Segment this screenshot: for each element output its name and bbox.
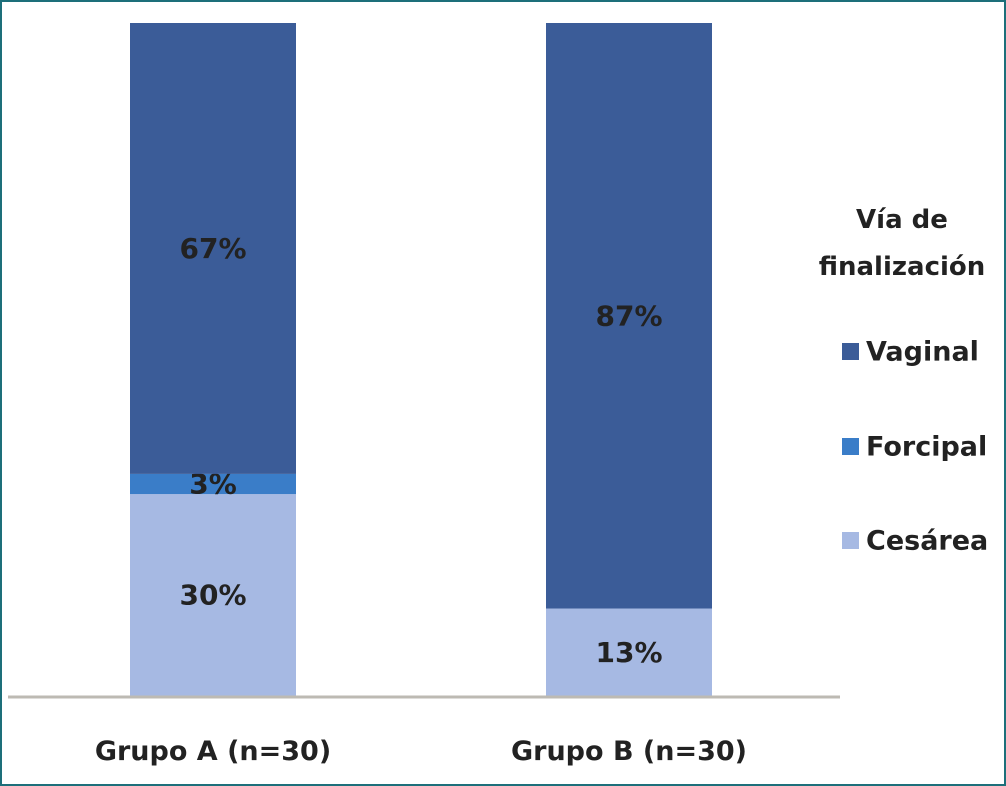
x-tick-label: Grupo B (n=30) bbox=[511, 736, 747, 767]
bar-segment-vaginal-0 bbox=[130, 23, 296, 474]
legend: Vía de finalización Vaginal Forcipal Cesárea bbox=[819, 205, 989, 557]
legend-swatch bbox=[842, 438, 859, 455]
legend-entry-label: Forcipal bbox=[866, 432, 987, 463]
bar-segment-forcipal-0 bbox=[130, 473, 296, 495]
legend-entry-label: Vaginal bbox=[866, 337, 979, 368]
data-label: 67% bbox=[179, 232, 246, 265]
legend-entry-label: Cesárea bbox=[866, 526, 988, 557]
category-labels: Grupo A (n=30) Grupo B (n=30) bbox=[95, 736, 747, 767]
data-label: 13% bbox=[595, 636, 662, 669]
legend-title: Vía de bbox=[856, 205, 948, 235]
data-label: 30% bbox=[179, 579, 246, 612]
bar-segment-vaginal-1 bbox=[546, 23, 712, 609]
x-tick-label: Grupo A (n=30) bbox=[95, 736, 331, 767]
legend-swatch bbox=[842, 343, 859, 360]
data-label: 87% bbox=[595, 299, 662, 332]
legend-title: finalización bbox=[819, 252, 986, 282]
legend-swatch bbox=[842, 532, 859, 549]
bar-segment-cesrea-1 bbox=[546, 608, 712, 696]
bar-segment-cesrea-0 bbox=[130, 494, 296, 696]
bars-layer: 30%3%67%13%87% bbox=[130, 23, 712, 696]
